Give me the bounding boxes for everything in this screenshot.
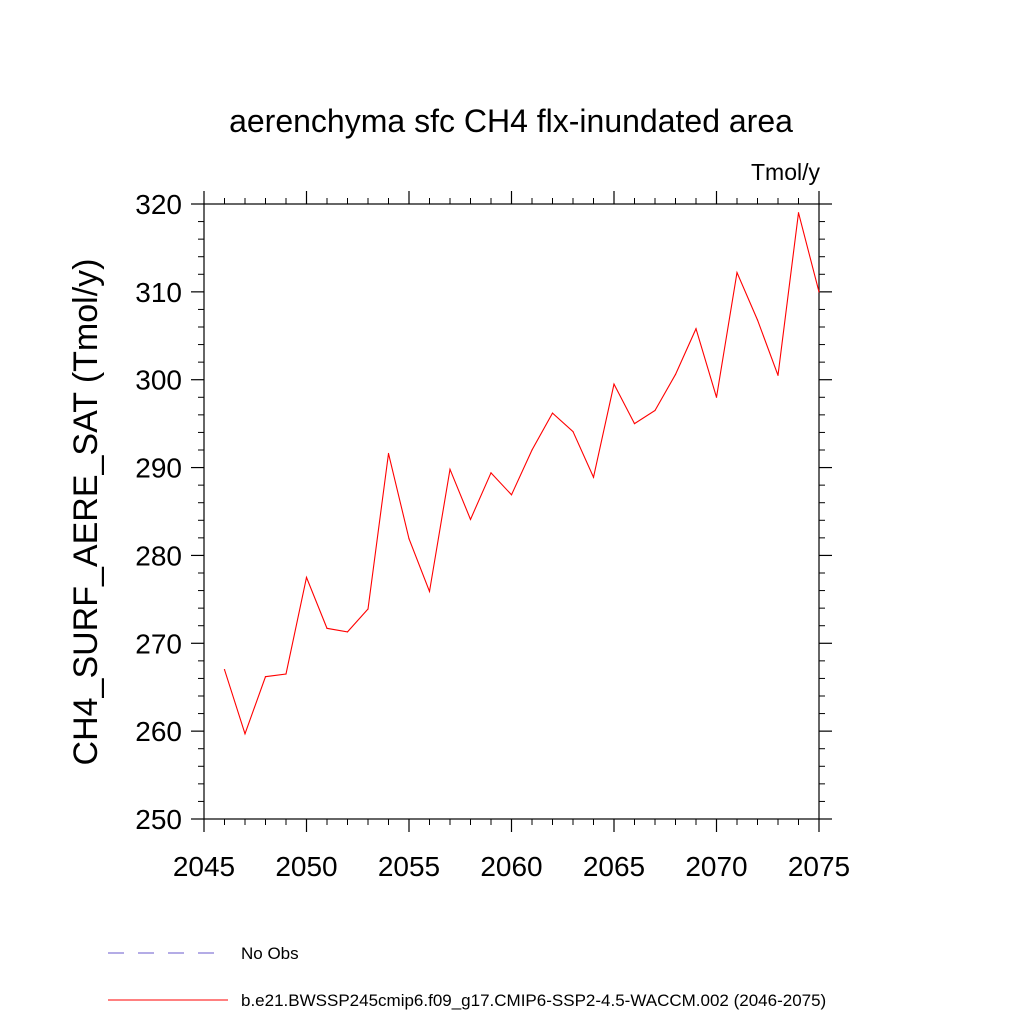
data-point — [428, 590, 431, 593]
x-tick-label: 2070 — [685, 851, 747, 882]
data-point — [223, 669, 226, 671]
y-tick-label: 300 — [135, 365, 182, 396]
data-point — [572, 430, 574, 433]
y-axis-label: CH4_SURF_AERE_SAT (Tmol/y) — [67, 259, 105, 766]
data-point — [244, 733, 246, 735]
plot-frame — [203, 203, 820, 820]
data-point — [326, 627, 328, 629]
legend-label-1: No Obs — [241, 944, 299, 963]
data-point — [510, 494, 513, 496]
chart-title: aerenchyma sfc CH4 flx-inundated area — [229, 103, 793, 139]
data-point — [654, 409, 656, 412]
y-tick-label: 260 — [135, 716, 182, 747]
data-point — [777, 374, 779, 376]
x-tick-label: 2075 — [788, 851, 850, 882]
y-tick-label: 270 — [135, 628, 182, 659]
data-point — [469, 518, 472, 521]
x-tick-label: 2060 — [480, 851, 542, 882]
data-point — [674, 373, 677, 376]
y-tick-label: 320 — [135, 189, 182, 220]
x-tick-label: 2050 — [275, 851, 337, 882]
x-tick-label: 2065 — [583, 851, 645, 882]
units-label: Tmol/y — [751, 159, 821, 185]
y-tick-label: 290 — [135, 453, 182, 484]
data-point — [264, 676, 267, 678]
data-point — [285, 673, 287, 675]
data-point — [797, 212, 800, 214]
data-point — [695, 328, 697, 330]
data-point — [367, 608, 369, 610]
data-point — [818, 291, 820, 293]
data-point — [756, 319, 759, 321]
series-line-1 — [223, 212, 820, 736]
data-point — [633, 423, 636, 425]
data-point — [715, 396, 718, 398]
data-point — [592, 476, 595, 478]
data-point — [305, 576, 308, 578]
data-point — [490, 472, 492, 474]
x-tick-label: 2055 — [378, 851, 440, 882]
data-point — [449, 468, 451, 470]
data-point — [531, 449, 533, 451]
x-tick-label: 2045 — [173, 851, 235, 882]
y-tick-label: 280 — [135, 540, 182, 571]
data-point — [408, 538, 410, 540]
data-point — [736, 271, 738, 274]
y-tick-label: 250 — [135, 804, 182, 835]
data-point — [346, 631, 349, 633]
data-point — [387, 452, 390, 455]
data-point — [551, 412, 554, 414]
data-point — [613, 383, 615, 385]
y-tick-label: 310 — [135, 277, 182, 308]
legend-label-2: b.e21.BWSSP245cmip6.f09_g17.CMIP6-SSP2-4… — [241, 991, 826, 1010]
